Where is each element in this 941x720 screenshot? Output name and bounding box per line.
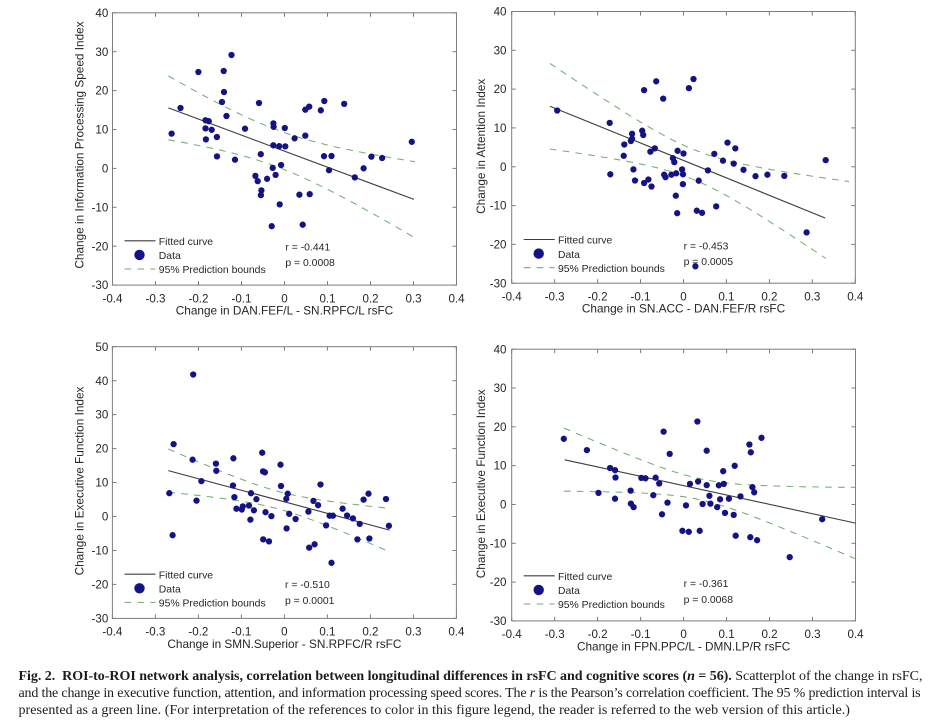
svg-text:Change in Attention Index: Change in Attention Index [474,79,488,214]
svg-text:-30: -30 [490,277,507,290]
svg-text:-0.2: -0.2 [189,292,209,305]
svg-text:0.2: 0.2 [761,290,777,303]
svg-text:-0.1: -0.1 [631,628,651,641]
svg-text:Fitted curve: Fitted curve [159,570,214,581]
svg-text:40: 40 [494,6,507,19]
svg-text:-0.3: -0.3 [545,628,565,641]
svg-text:20: 20 [95,443,108,456]
svg-text:-0.3: -0.3 [145,626,165,639]
svg-text:-10: -10 [490,200,507,213]
svg-text:-10: -10 [92,201,109,214]
svg-text:0.3: 0.3 [405,292,421,305]
svg-text:40: 40 [494,343,507,356]
svg-text:-0.1: -0.1 [631,290,651,303]
svg-text:Change in Executive Function I: Change in Executive Function Index [72,386,86,575]
svg-text:0.1: 0.1 [718,290,734,303]
svg-text:0.4: 0.4 [847,628,864,641]
svg-text:p = 0.0068: p = 0.0068 [684,595,734,606]
svg-text:p = 0.0008: p = 0.0008 [285,258,335,269]
svg-text:40: 40 [95,375,108,388]
svg-text:30: 30 [494,382,507,395]
svg-text:95% Prediction bounds: 95% Prediction bounds [159,599,266,610]
svg-text:0: 0 [500,161,506,174]
svg-text:Change in SN.ACC - DAN.FEF/R r: Change in SN.ACC - DAN.FEF/R rsFC [582,302,786,316]
svg-text:30: 30 [95,409,108,422]
svg-text:Change in Executive Function I: Change in Executive Function Index [474,389,488,578]
svg-text:0: 0 [680,290,686,303]
svg-text:0.4: 0.4 [847,290,864,303]
svg-text:0.3: 0.3 [405,626,421,639]
svg-text:0: 0 [102,163,108,176]
svg-text:0.2: 0.2 [362,626,378,639]
svg-text:0.4: 0.4 [448,626,465,639]
svg-text:-20: -20 [92,579,109,592]
svg-text:-0.1: -0.1 [232,292,252,305]
svg-text:r = -0.361: r = -0.361 [684,579,729,590]
svg-text:0: 0 [500,499,506,512]
svg-text:Change in DAN.FEF/L - SN.RPFC/: Change in DAN.FEF/L - SN.RPFC/L rsFC [176,304,394,318]
svg-text:10: 10 [95,124,108,137]
svg-text:10: 10 [95,477,108,490]
svg-text:20: 20 [494,421,507,434]
svg-text:-0.1: -0.1 [231,626,251,639]
svg-text:0.4: 0.4 [448,292,465,305]
svg-text:Change in SMN.Superior - SN.RP: Change in SMN.Superior - SN.RPFC/R rsFC [167,637,402,651]
svg-text:0.1: 0.1 [719,628,735,641]
svg-text:10: 10 [494,460,507,473]
svg-text:-30: -30 [92,613,109,626]
svg-text:30: 30 [494,44,507,57]
svg-text:50: 50 [95,341,108,354]
svg-text:0: 0 [281,626,287,639]
svg-text:-0.2: -0.2 [588,290,608,303]
svg-text:-20: -20 [92,240,109,253]
svg-text:p = 0.0005: p = 0.0005 [684,257,734,268]
svg-text:Change in Information Processi: Change in Information Processing Speed I… [72,21,86,268]
svg-text:-0.2: -0.2 [588,628,608,641]
svg-text:0.2: 0.2 [362,292,378,305]
svg-text:95% Prediction bounds: 95% Prediction bounds [558,264,665,275]
svg-text:0.1: 0.1 [319,626,335,639]
svg-text:-20: -20 [490,576,507,589]
svg-text:-30: -30 [92,279,109,292]
svg-text:r = -0.453: r = -0.453 [684,242,729,253]
svg-text:30: 30 [95,46,108,59]
svg-text:0: 0 [680,628,686,641]
svg-text:-0.4: -0.4 [103,292,124,305]
svg-text:-10: -10 [490,537,507,550]
svg-text:95% Prediction bounds: 95% Prediction bounds [558,600,665,611]
svg-text:0.3: 0.3 [804,290,820,303]
svg-text:0: 0 [281,292,287,305]
svg-text:-0.3: -0.3 [146,292,166,305]
svg-text:r = -0.441: r = -0.441 [285,243,330,254]
svg-text:Data: Data [159,251,181,262]
svg-text:95% Prediction bounds: 95% Prediction bounds [159,265,266,276]
svg-text:0.2: 0.2 [761,628,777,641]
svg-text:Fitted curve: Fitted curve [159,237,214,248]
svg-text:Data: Data [558,586,580,597]
svg-text:-0.2: -0.2 [188,626,208,639]
svg-text:20: 20 [494,83,507,96]
svg-text:-30: -30 [490,615,507,628]
svg-text:20: 20 [95,85,108,98]
svg-text:-0.4: -0.4 [102,626,123,639]
svg-text:0.1: 0.1 [319,292,335,305]
svg-text:-0.4: -0.4 [502,628,523,641]
svg-text:r = -0.510: r = -0.510 [285,580,330,591]
svg-text:40: 40 [95,7,108,20]
svg-text:Data: Data [159,585,181,596]
svg-text:-0.3: -0.3 [545,290,565,303]
svg-text:-10: -10 [92,545,109,558]
svg-text:p = 0.0001: p = 0.0001 [285,596,335,607]
svg-text:Fitted curve: Fitted curve [558,236,613,247]
svg-text:-0.4: -0.4 [502,290,523,303]
svg-text:Change in FPN.PPC/L - DMN.LP/R: Change in FPN.PPC/L - DMN.LP/R rsFC [577,639,791,653]
svg-text:-20: -20 [490,239,507,252]
svg-text:0.3: 0.3 [804,628,820,641]
svg-text:Fitted curve: Fitted curve [558,572,613,583]
svg-text:Data: Data [558,250,580,261]
svg-text:0: 0 [102,511,108,524]
svg-text:10: 10 [494,122,507,135]
